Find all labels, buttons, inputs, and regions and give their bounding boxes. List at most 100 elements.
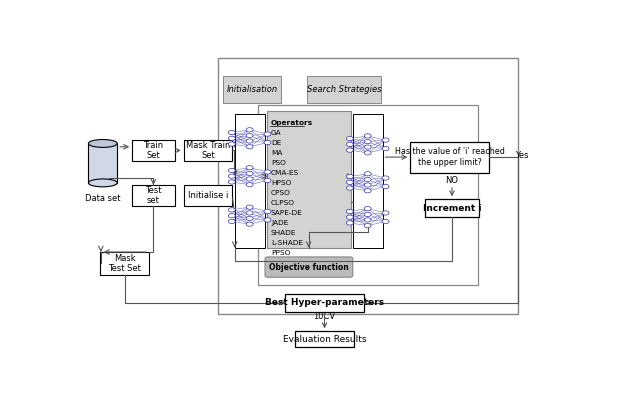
Circle shape bbox=[346, 180, 353, 184]
FancyBboxPatch shape bbox=[425, 199, 479, 217]
FancyBboxPatch shape bbox=[410, 141, 489, 173]
Circle shape bbox=[264, 178, 271, 182]
Circle shape bbox=[264, 170, 271, 174]
Circle shape bbox=[382, 219, 389, 223]
FancyBboxPatch shape bbox=[184, 185, 232, 206]
FancyBboxPatch shape bbox=[257, 105, 478, 285]
Ellipse shape bbox=[88, 179, 117, 187]
Text: Has the value of 'i' reached
the upper limit?: Has the value of 'i' reached the upper l… bbox=[395, 147, 504, 167]
Text: Best Hyper-parameters: Best Hyper-parameters bbox=[265, 298, 384, 307]
Circle shape bbox=[246, 165, 253, 170]
Text: Initialise i: Initialise i bbox=[188, 191, 228, 200]
Circle shape bbox=[346, 148, 353, 152]
Text: CMA-ES: CMA-ES bbox=[271, 169, 299, 176]
Text: CLPSO: CLPSO bbox=[271, 200, 295, 206]
Circle shape bbox=[228, 180, 236, 184]
Text: Data set: Data set bbox=[85, 194, 120, 203]
FancyBboxPatch shape bbox=[132, 185, 175, 206]
Circle shape bbox=[382, 176, 389, 180]
Circle shape bbox=[246, 216, 253, 221]
Circle shape bbox=[364, 189, 371, 193]
Circle shape bbox=[264, 218, 271, 222]
FancyBboxPatch shape bbox=[295, 331, 354, 347]
Circle shape bbox=[364, 151, 371, 155]
Circle shape bbox=[364, 218, 371, 222]
Text: Initialisation: Initialisation bbox=[227, 85, 278, 94]
Circle shape bbox=[228, 136, 236, 140]
Text: Yes: Yes bbox=[515, 151, 529, 160]
Circle shape bbox=[246, 211, 253, 215]
Text: Objective function: Objective function bbox=[269, 263, 349, 272]
Circle shape bbox=[364, 139, 371, 144]
Circle shape bbox=[364, 223, 371, 228]
Text: DE: DE bbox=[271, 139, 281, 145]
Circle shape bbox=[346, 136, 353, 141]
Text: JADE: JADE bbox=[271, 219, 288, 226]
Circle shape bbox=[346, 209, 353, 214]
Circle shape bbox=[346, 175, 353, 178]
Circle shape bbox=[346, 186, 353, 190]
FancyBboxPatch shape bbox=[184, 140, 232, 161]
Text: PSO: PSO bbox=[271, 160, 286, 165]
Circle shape bbox=[364, 183, 371, 187]
Text: NO: NO bbox=[445, 176, 458, 185]
FancyBboxPatch shape bbox=[265, 257, 353, 277]
Ellipse shape bbox=[88, 139, 117, 147]
Text: CPSO: CPSO bbox=[271, 190, 291, 195]
Circle shape bbox=[246, 171, 253, 176]
Circle shape bbox=[228, 142, 236, 146]
Text: Train
Set: Train Set bbox=[143, 141, 163, 160]
Text: Operators: Operators bbox=[271, 119, 313, 126]
Text: Increment i: Increment i bbox=[423, 204, 481, 213]
FancyBboxPatch shape bbox=[235, 114, 264, 247]
Circle shape bbox=[264, 140, 271, 145]
FancyBboxPatch shape bbox=[88, 143, 117, 183]
FancyBboxPatch shape bbox=[132, 140, 175, 161]
Text: 10CV: 10CV bbox=[314, 312, 335, 321]
Circle shape bbox=[246, 222, 253, 226]
Text: Search Strategies: Search Strategies bbox=[307, 85, 381, 94]
Circle shape bbox=[228, 208, 236, 212]
Circle shape bbox=[364, 145, 371, 149]
Text: Test
set: Test set bbox=[145, 186, 162, 205]
Circle shape bbox=[228, 214, 236, 218]
FancyBboxPatch shape bbox=[218, 58, 518, 314]
FancyBboxPatch shape bbox=[223, 76, 282, 103]
FancyBboxPatch shape bbox=[353, 114, 383, 247]
Circle shape bbox=[346, 142, 353, 147]
Circle shape bbox=[228, 168, 236, 173]
FancyBboxPatch shape bbox=[285, 294, 364, 312]
Circle shape bbox=[246, 177, 253, 181]
Circle shape bbox=[364, 134, 371, 138]
Circle shape bbox=[382, 211, 389, 215]
Text: SAPE-DE: SAPE-DE bbox=[271, 210, 303, 216]
Circle shape bbox=[228, 174, 236, 178]
Text: GA: GA bbox=[271, 130, 282, 136]
Circle shape bbox=[246, 134, 253, 138]
Circle shape bbox=[264, 209, 271, 214]
Text: HPSO: HPSO bbox=[271, 180, 291, 186]
Circle shape bbox=[228, 130, 236, 135]
Circle shape bbox=[246, 139, 253, 143]
Circle shape bbox=[246, 205, 253, 209]
Circle shape bbox=[246, 128, 253, 132]
Circle shape bbox=[382, 147, 389, 151]
Text: SHADE: SHADE bbox=[271, 230, 296, 236]
FancyBboxPatch shape bbox=[268, 111, 351, 247]
FancyBboxPatch shape bbox=[100, 252, 149, 275]
Circle shape bbox=[346, 221, 353, 225]
Circle shape bbox=[346, 215, 353, 219]
Text: L-SHADE: L-SHADE bbox=[271, 240, 303, 245]
Circle shape bbox=[364, 177, 371, 182]
Circle shape bbox=[246, 182, 253, 187]
Circle shape bbox=[364, 172, 371, 176]
Circle shape bbox=[364, 206, 371, 211]
Circle shape bbox=[264, 132, 271, 136]
FancyBboxPatch shape bbox=[307, 76, 381, 103]
Circle shape bbox=[246, 145, 253, 149]
Text: Mask Train
Set: Mask Train Set bbox=[186, 141, 230, 160]
Text: MA: MA bbox=[271, 150, 282, 156]
Text: Evaluation Results: Evaluation Results bbox=[283, 335, 366, 344]
Circle shape bbox=[228, 219, 236, 223]
Circle shape bbox=[382, 184, 389, 189]
